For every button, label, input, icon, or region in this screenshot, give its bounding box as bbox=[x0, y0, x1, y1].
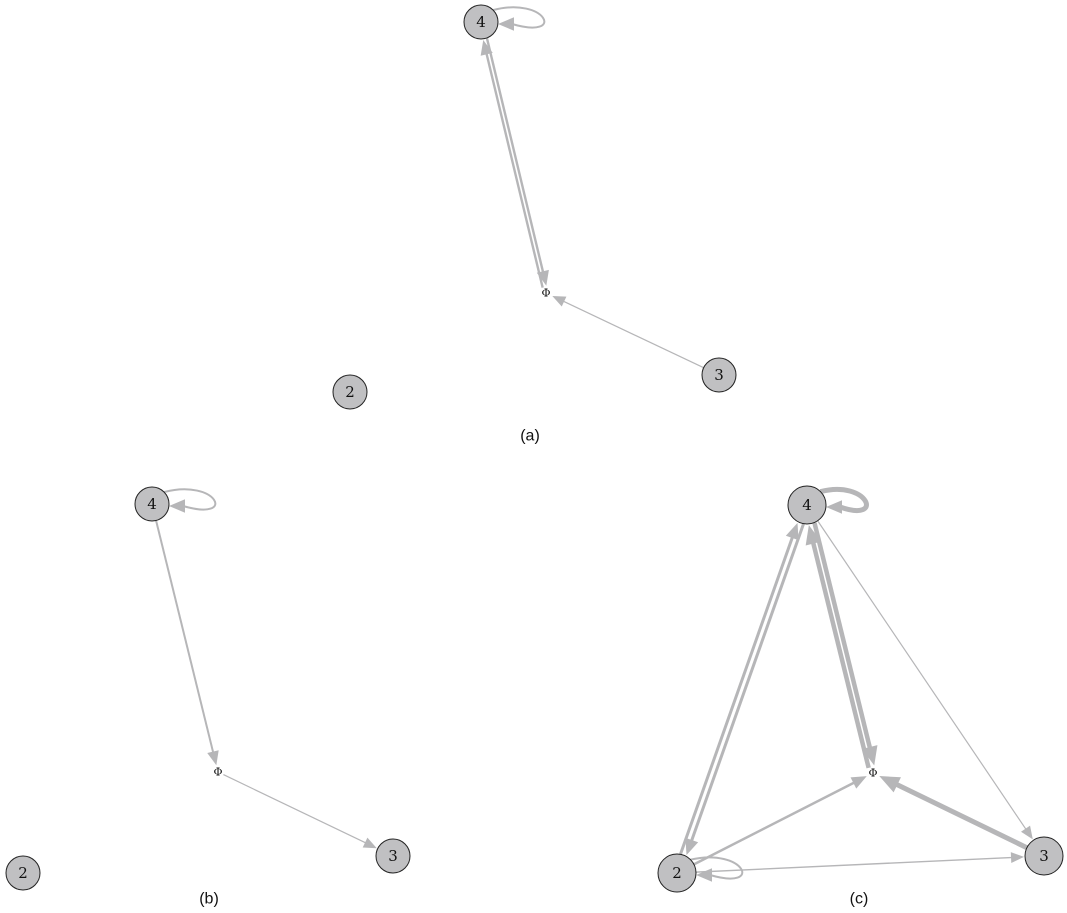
edge-c-4-to-phi bbox=[812, 522, 873, 752]
edge-c-4-to-2 bbox=[689, 523, 805, 844]
edge-c-2-to-4 bbox=[679, 534, 795, 855]
node-b-3 bbox=[375, 838, 411, 874]
node-c-4 bbox=[787, 485, 827, 525]
edge-c-4-to-4 bbox=[819, 486, 869, 514]
edge-a-3-to-phi bbox=[561, 299, 704, 369]
edge-a-phi-to-4 bbox=[484, 51, 544, 288]
edge-a-4-to-4-arrowhead bbox=[498, 17, 514, 31]
edge-b-phi-to-3 bbox=[223, 774, 368, 845]
edge-c-4-to-2-arrowhead bbox=[685, 837, 699, 856]
edge-b-4-to-4-arrowhead bbox=[169, 499, 185, 513]
edge-a-phi-to-4-arrowhead bbox=[480, 39, 493, 56]
node-a-phi-label: Φ bbox=[541, 287, 550, 300]
node-a-4 bbox=[463, 4, 499, 40]
node-b-4-label: 4 bbox=[147, 495, 157, 513]
node-b-4 bbox=[134, 486, 170, 522]
caption-a: (a) bbox=[520, 428, 540, 445]
node-b-phi-label: Φ bbox=[213, 766, 222, 779]
graph-a: 4 Φ 3 2 (a) bbox=[332, 4, 737, 445]
node-c-3 bbox=[1024, 836, 1064, 876]
edge-b-4-to-4 bbox=[163, 488, 217, 511]
edge-c-2-to-phi bbox=[693, 780, 857, 866]
node-c-4-label: 4 bbox=[802, 496, 812, 514]
edge-b-phi-to-3-arrowhead bbox=[362, 837, 377, 849]
edge-c-2-to-3-arrowhead bbox=[1010, 852, 1025, 863]
node-a-2-label: 2 bbox=[345, 383, 355, 401]
node-b-2 bbox=[5, 855, 41, 891]
edge-b-4-to-phi-arrowhead bbox=[207, 750, 219, 766]
edge-c-3-to-phi-arrowhead bbox=[879, 776, 901, 793]
edge-b-4-to-phi bbox=[155, 520, 215, 755]
edge-c-2-to-4-arrowhead bbox=[785, 522, 799, 541]
edge-a-4-to-4 bbox=[492, 6, 546, 29]
caption-b: (b) bbox=[199, 891, 219, 908]
edge-c-3-to-phi bbox=[892, 780, 1028, 850]
edge-c-2-to-phi-arrowhead bbox=[850, 776, 867, 789]
graph-b: 4 Φ 3 2 (b) bbox=[5, 486, 411, 908]
node-b-3-label: 3 bbox=[388, 847, 398, 865]
edge-c-phi-to-4 bbox=[810, 539, 871, 769]
edge-c-2-to-3 bbox=[695, 856, 1014, 873]
node-a-3-label: 3 bbox=[714, 366, 724, 384]
node-a-2 bbox=[332, 374, 368, 410]
node-c-3-label: 3 bbox=[1039, 847, 1049, 865]
node-b-2-label: 2 bbox=[18, 864, 28, 882]
edge-c-2-to-2-arrowhead bbox=[696, 868, 712, 882]
edge-c-4-to-4-arrowhead bbox=[826, 500, 842, 514]
node-c-2-label: 2 bbox=[672, 864, 682, 882]
edge-c-2-to-2 bbox=[690, 856, 744, 880]
edge-a-4-to-phi bbox=[485, 37, 545, 275]
node-a-4-label: 4 bbox=[476, 13, 486, 31]
edge-c-4-to-3 bbox=[817, 520, 1028, 832]
caption-c: (c) bbox=[850, 891, 869, 908]
node-a-3 bbox=[701, 357, 737, 393]
node-c-2 bbox=[657, 853, 697, 893]
edge-c-phi-to-4-arrowhead bbox=[805, 525, 822, 546]
edge-c-4-to-3-arrowhead bbox=[1021, 825, 1033, 840]
graph-c: 4 Φ 3 2 (c) bbox=[657, 485, 1064, 908]
edge-a-3-to-phi-arrowhead bbox=[552, 295, 567, 307]
node-c-phi-label: Φ bbox=[868, 767, 877, 780]
